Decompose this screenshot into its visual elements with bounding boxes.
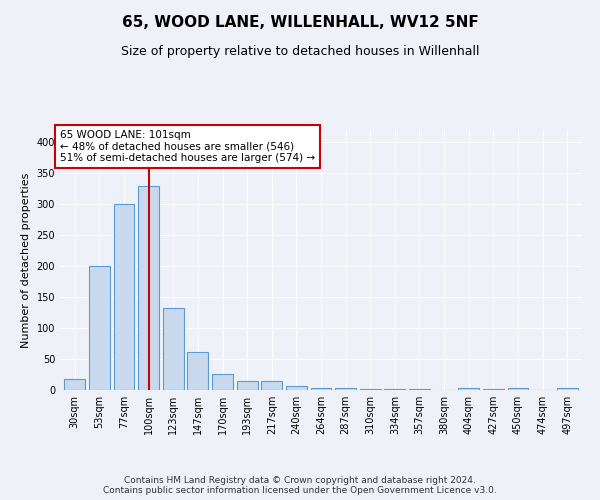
Bar: [163, 308, 184, 390]
Bar: [335, 388, 356, 390]
Bar: [187, 352, 208, 390]
Bar: [212, 374, 233, 390]
Text: 65 WOOD LANE: 101sqm
← 48% of detached houses are smaller (546)
51% of semi-deta: 65 WOOD LANE: 101sqm ← 48% of detached h…: [60, 130, 315, 163]
Bar: [64, 379, 85, 390]
Bar: [508, 388, 529, 390]
Bar: [113, 204, 134, 390]
Bar: [236, 380, 257, 390]
Bar: [261, 380, 282, 390]
Text: Size of property relative to detached houses in Willenhall: Size of property relative to detached ho…: [121, 45, 479, 58]
Bar: [138, 186, 159, 390]
Bar: [557, 388, 578, 390]
Text: Contains HM Land Registry data © Crown copyright and database right 2024.
Contai: Contains HM Land Registry data © Crown c…: [103, 476, 497, 495]
Bar: [311, 388, 331, 390]
Bar: [89, 266, 110, 390]
Text: 65, WOOD LANE, WILLENHALL, WV12 5NF: 65, WOOD LANE, WILLENHALL, WV12 5NF: [122, 15, 478, 30]
Y-axis label: Number of detached properties: Number of detached properties: [21, 172, 31, 348]
Bar: [458, 388, 479, 390]
Bar: [286, 386, 307, 390]
